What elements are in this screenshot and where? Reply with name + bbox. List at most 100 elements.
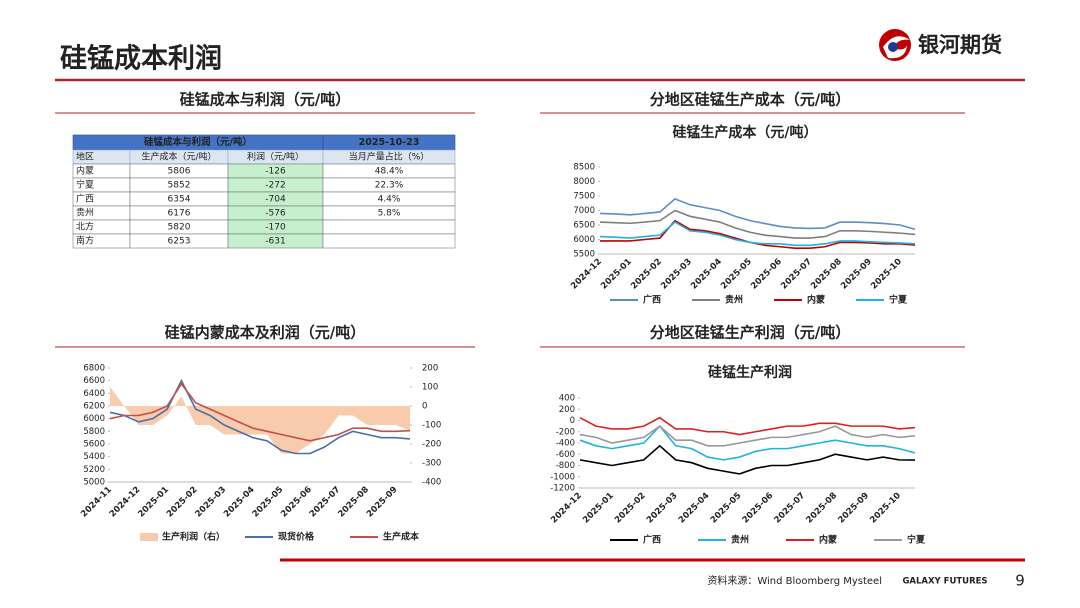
table-title: 硅锰成本与利润（元/吨） — [144, 136, 252, 148]
table-cell-text: 5820 — [168, 223, 191, 233]
y2-tick-label: -300 — [422, 459, 441, 469]
table-cell-text: 地区 — [76, 151, 94, 163]
line — [599, 221, 916, 247]
y-tick-label: 5000 — [83, 478, 105, 488]
x-tick-label: 2025-10 — [869, 257, 904, 292]
y2-tick-label: -200 — [422, 440, 441, 450]
x-tick-label: 2025-06 — [749, 257, 784, 292]
legend-label: 宁夏 — [907, 534, 926, 546]
table-cell-text: -631 — [265, 237, 285, 247]
x-tick-label: 2025-03 — [659, 257, 694, 292]
y-tick-label: 0 — [570, 416, 575, 426]
line — [599, 197, 916, 231]
table-cell-text: 利润（元/吨） — [247, 151, 304, 163]
y-tick-label: 6000 — [573, 235, 595, 245]
table-cell-text: 北方 — [76, 221, 94, 233]
y-tick-label: 5200 — [83, 465, 105, 475]
legend-label: 贵州 — [731, 534, 749, 546]
table-cell-text: 22.3% — [375, 181, 404, 191]
logo-icon — [879, 29, 911, 61]
y-tick-label: 5600 — [83, 440, 105, 450]
table-cell-text: 南方 — [76, 235, 94, 247]
x-tick-label: 2024-12 — [569, 257, 604, 292]
y-tick-label: -200 — [556, 427, 575, 437]
y-tick-label: -800 — [556, 461, 575, 471]
table-cell-text: -704 — [265, 195, 286, 205]
legend-label: 内蒙 — [819, 534, 837, 546]
line — [599, 209, 916, 239]
y-tick-label: -600 — [556, 450, 575, 460]
legend-label: 宁夏 — [889, 294, 908, 306]
y2-tick-label: -100 — [422, 421, 441, 431]
legend-label: 广西 — [643, 534, 661, 546]
y-tick-label: 6800 — [83, 364, 105, 374]
y-tick-label: 8500 — [573, 163, 595, 173]
x-tick-label: 2025-01 — [581, 491, 616, 526]
table-cell-text: 4.4% — [378, 195, 401, 205]
x-tick-label: 2025-06 — [741, 491, 776, 526]
line — [579, 416, 916, 436]
footer-brand: GALAXY FUTURES — [902, 577, 987, 587]
table-cell-text: 生产成本（元/吨） — [141, 151, 216, 163]
panel-title: 分地区硅锰生产利润（元/吨） — [650, 324, 850, 342]
x-tick-label: 2025-08 — [809, 257, 844, 292]
x-tick-label: 2024-12 — [549, 491, 584, 526]
chart-title: 硅锰生产成本（元/吨） — [672, 124, 817, 141]
y2-tick-label: 200 — [422, 364, 438, 374]
area — [110, 387, 410, 454]
x-tick-label: 2025-05 — [709, 491, 744, 526]
table-cell-text: -272 — [265, 181, 285, 191]
x-tick-label: 2025-05 — [719, 257, 754, 292]
y-tick-label: 6000 — [83, 414, 105, 424]
y-tick-label: 6200 — [83, 402, 105, 412]
x-tick-label: 2025-07 — [779, 257, 814, 292]
x-tick-label: 2025-09 — [365, 485, 400, 520]
x-tick-label: 2025-01 — [599, 257, 634, 292]
legend-label: 贵州 — [725, 294, 743, 306]
table-cell-text: 5852 — [168, 181, 191, 191]
logo-text: 银河期货 — [918, 33, 1002, 57]
y-tick-label: 400 — [559, 394, 575, 404]
legend-label: 生产利润（右） — [162, 531, 225, 543]
y-tick-label: 200 — [559, 405, 575, 415]
y-tick-label: 7500 — [573, 192, 595, 202]
x-tick-label: 2025-02 — [629, 257, 664, 292]
y-tick-label: 5500 — [573, 250, 595, 260]
table-cell-text: 6253 — [168, 237, 191, 247]
legend-label: 广西 — [643, 294, 661, 306]
line — [579, 444, 916, 475]
table-cell-text: -170 — [265, 223, 286, 233]
x-tick-label: 2025-09 — [836, 491, 871, 526]
table-cell-text: 6354 — [168, 195, 191, 205]
y-tick-label: -400 — [556, 439, 575, 449]
table-cell-text: 48.4% — [375, 167, 404, 177]
line — [579, 424, 916, 461]
x-tick-label: 2025-09 — [839, 257, 874, 292]
x-tick-label: 2025-02 — [613, 491, 648, 526]
chart-title: 硅锰生产利润 — [708, 364, 792, 381]
y-tick-label: 8000 — [573, 177, 595, 187]
y2-tick-label: 100 — [422, 383, 438, 393]
table-cell-text: 贵州 — [76, 207, 94, 219]
y-tick-label: -1200 — [550, 484, 575, 494]
table-cell-text: 广西 — [76, 193, 94, 205]
footer-source: 资料来源：Wind Bloomberg Mysteel — [707, 574, 882, 587]
x-tick-label: 2025-04 — [689, 257, 724, 292]
legend-label: 现货价格 — [278, 531, 315, 543]
y2-tick-label: -400 — [422, 478, 441, 488]
y-tick-label: 6600 — [83, 376, 105, 386]
y-tick-label: -1000 — [550, 472, 575, 482]
panel-title: 分地区硅锰生产成本（元/吨） — [650, 91, 850, 109]
y-tick-label: 6400 — [83, 389, 105, 399]
line — [109, 382, 411, 442]
line — [109, 378, 411, 455]
y-tick-label: 7000 — [573, 206, 595, 216]
page-number: 9 — [1015, 572, 1025, 590]
legend-swatch — [140, 533, 158, 541]
table-cell — [322, 219, 456, 235]
y-tick-label: 5400 — [83, 452, 105, 462]
line — [579, 425, 916, 447]
table-cell-text: 6176 — [168, 209, 191, 219]
table-date: 2025-10-23 — [359, 137, 420, 148]
table-cell — [322, 233, 456, 249]
